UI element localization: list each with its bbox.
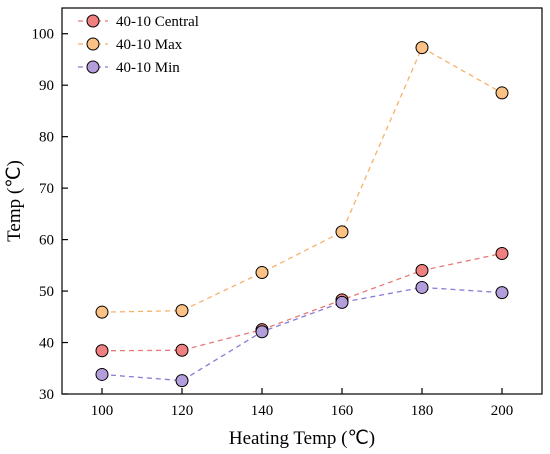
data-point [95,305,109,319]
data-point [255,325,269,339]
legend-item: 40-10 Max [78,37,183,53]
data-point [415,263,429,277]
series-1 [95,246,509,358]
legend-label: 40-10 Min [116,60,180,76]
data-point [175,343,189,357]
legend-marker [86,60,100,74]
data-point [415,41,429,55]
data-point [255,266,269,280]
x-axis-title: Heating Temp (℃) [229,428,375,449]
legend-label: 40-10 Max [116,37,183,53]
series-3 [95,280,509,388]
data-point [175,304,189,318]
legend-marker [86,14,100,28]
legend-item: 40-10 Central [78,14,199,30]
x-tick-label: 160 [331,403,354,419]
plot-frame [61,7,543,395]
data-point [335,295,349,309]
y-tick-label: 100 [32,27,55,43]
legend-label: 40-10 Central [116,14,199,30]
x-tick-label: 140 [251,403,274,419]
x-tick-label: 180 [411,403,434,419]
data-point [495,86,509,100]
x-tick-label: 100 [91,403,114,419]
y-tick-label: 80 [39,130,54,146]
series-layer [95,41,509,388]
y-axis-title: Temp (℃) [4,160,25,242]
y-tick-label: 70 [39,181,54,197]
ticks-layer: 100 120 140 160 180 200 30 40 50 60 70 80 90 100 [32,27,514,419]
y-tick-label: 30 [39,387,54,403]
series-line [101,252,503,352]
data-point [415,280,429,294]
legend: 40-10 Central 40-10 Max 40-10 Min [78,14,199,76]
y-tick-label: 60 [39,233,54,249]
series-line [101,286,503,382]
y-tick-label: 40 [39,336,54,352]
x-tick-label: 120 [171,403,194,419]
x-tick-label: 200 [491,403,514,419]
data-point [175,374,189,388]
data-point [495,286,509,300]
y-tick-label: 90 [39,78,54,94]
legend-marker [86,37,100,51]
y-tick-label: 50 [39,284,54,300]
data-point [95,344,109,358]
data-point [95,367,109,381]
data-point [335,225,349,239]
series-2 [95,41,509,319]
series-line [101,46,503,313]
data-point [495,246,509,260]
legend-item: 40-10 Min [78,60,180,76]
